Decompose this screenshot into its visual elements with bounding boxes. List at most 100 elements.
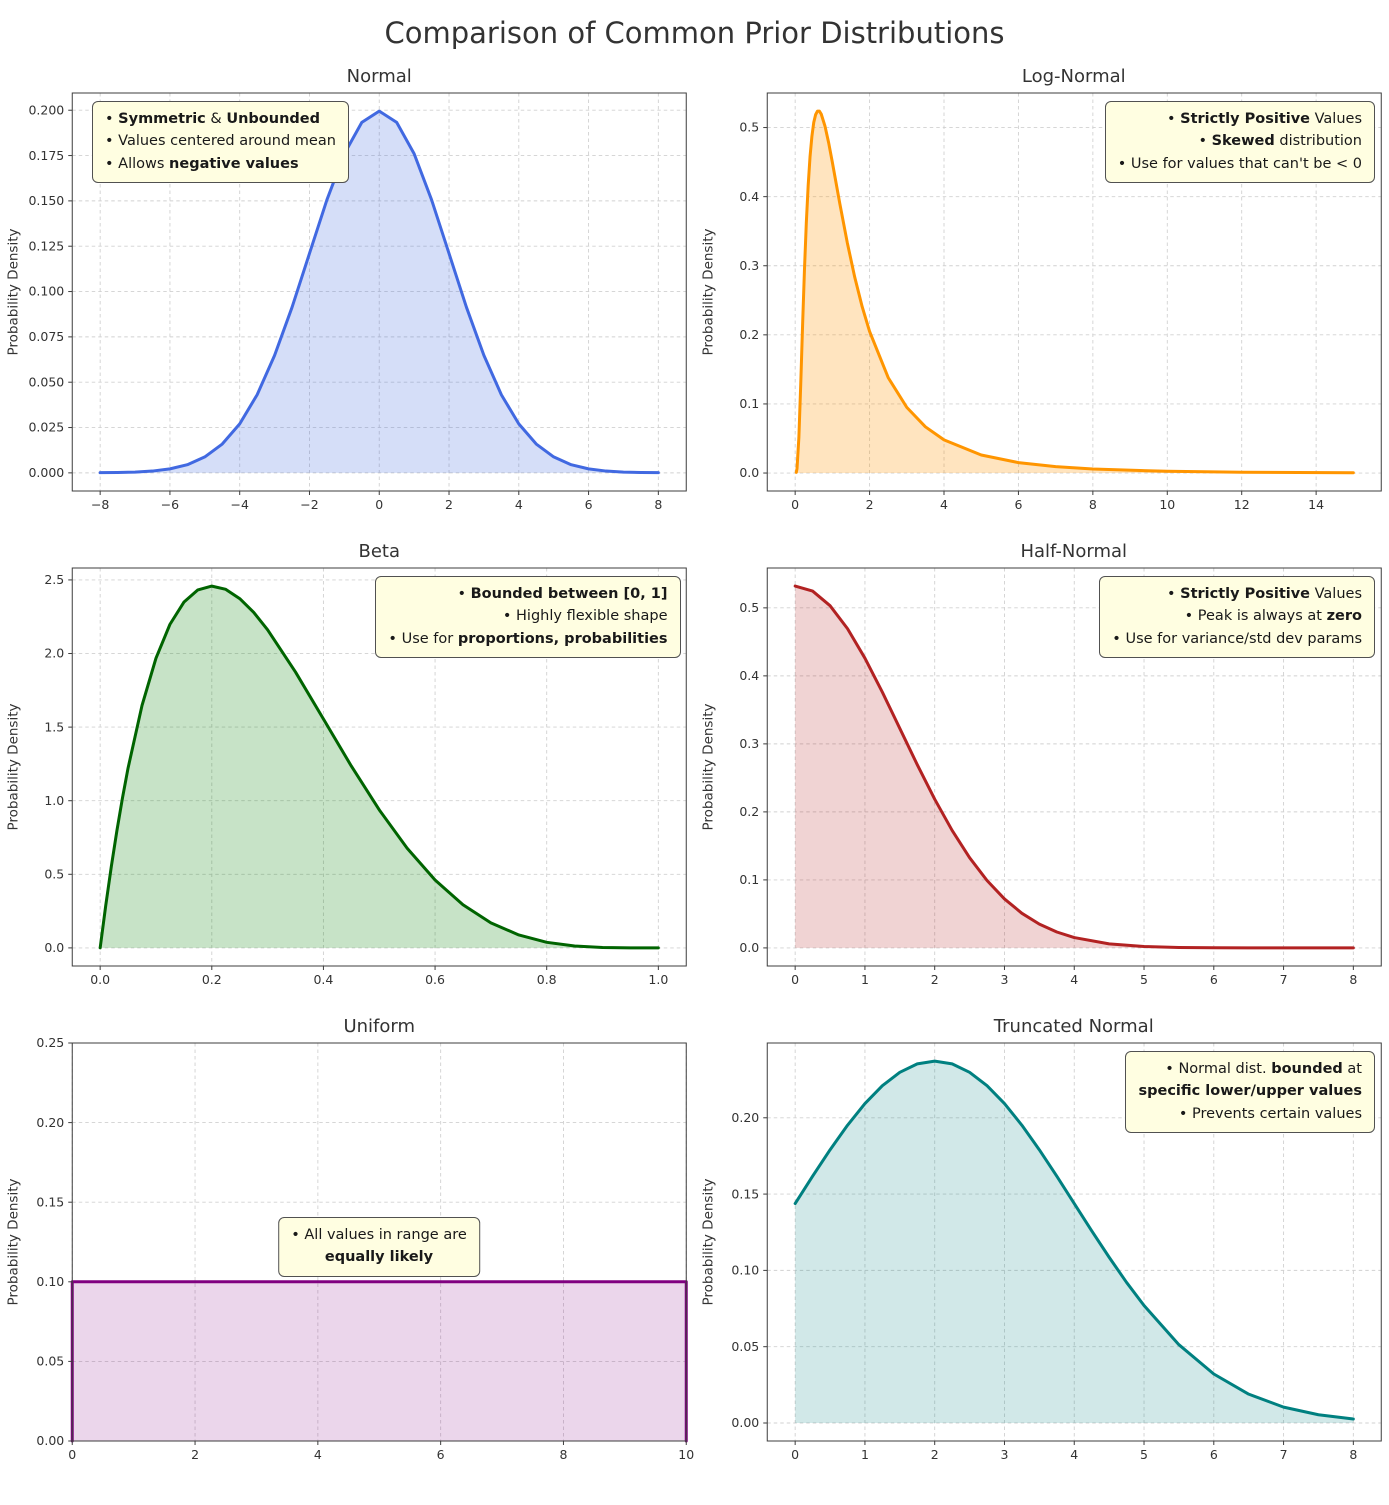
- svg-text:5: 5: [1140, 972, 1148, 987]
- normal-plot-canvas: −8 −6 −4 −2 0 2 4 6 8 0.000 0.025 0.050 0.075 0.100 0.…: [5, 92, 687, 512]
- svg-text:1.0: 1.0: [44, 793, 64, 808]
- svg-text:0.125: 0.125: [28, 238, 64, 253]
- y-axis-label: Probability Density: [5, 704, 21, 831]
- svg-text:2: 2: [445, 497, 453, 512]
- svg-text:6: 6: [1209, 972, 1217, 987]
- svg-text:0.05: 0.05: [36, 1354, 64, 1369]
- chart-title-normal: Normal: [346, 66, 412, 87]
- panel-truncnormal: Truncated Normal 0 1 2 3 4 5 6 7 8 0.00 0.05 0.10 0.…: [695, 1010, 1389, 1477]
- tick-labels: 0 2 4 6 8 10 0.00 0.05 0.10 0.15 0.20 0.25: [36, 1037, 694, 1462]
- chart-title-uniform: Uniform: [343, 1016, 416, 1037]
- svg-text:2: 2: [191, 1447, 199, 1462]
- svg-text:0.8: 0.8: [537, 972, 557, 987]
- svg-text:8: 8: [1349, 1447, 1357, 1462]
- svg-text:0.20: 0.20: [36, 1115, 64, 1130]
- svg-text:10: 10: [678, 1447, 694, 1462]
- plot-uniform: 0 2 4 6 8 10 0.00 0.05 0.10 0.15 0.20 0.25 Probabili…: [0, 1037, 695, 1477]
- svg-text:2.5: 2.5: [44, 572, 64, 587]
- svg-text:4: 4: [314, 1447, 322, 1462]
- svg-text:0.150: 0.150: [28, 193, 64, 208]
- svg-text:2: 2: [930, 972, 938, 987]
- svg-text:0.4: 0.4: [739, 668, 759, 683]
- y-axis-label: Probability Density: [700, 1179, 716, 1306]
- svg-text:−6: −6: [161, 497, 179, 512]
- svg-text:5: 5: [1140, 1447, 1148, 1462]
- svg-text:2: 2: [865, 497, 873, 512]
- annotation-line: • Use for values that can't be < 0: [1117, 155, 1362, 172]
- tick-marks: [68, 1042, 687, 1445]
- plot-beta: 0.0 0.2 0.4 0.6 0.8 1.0 0.0 0.5 1.0 1.5 2.0 2.5 Prob…: [0, 562, 695, 1002]
- svg-text:0: 0: [68, 1447, 76, 1462]
- svg-text:0.20: 0.20: [731, 1110, 759, 1125]
- svg-text:0.3: 0.3: [739, 258, 759, 273]
- svg-text:7: 7: [1279, 1447, 1287, 1462]
- svg-text:0.00: 0.00: [36, 1433, 64, 1448]
- svg-text:10: 10: [1159, 497, 1175, 512]
- svg-text:8: 8: [1088, 497, 1096, 512]
- svg-text:6: 6: [585, 497, 593, 512]
- uniform-annotation-box: • All values in range are equally likely: [278, 1217, 480, 1277]
- lognormal-annotation-box: • Strictly Positive Values • Skewed distr…: [1104, 101, 1375, 184]
- svg-text:4: 4: [940, 497, 948, 512]
- svg-text:0.2: 0.2: [739, 327, 759, 342]
- uniform-plot-canvas: 0 2 4 6 8 10 0.00 0.05 0.10 0.15 0.20 0.25 Probabili…: [5, 1037, 694, 1462]
- figure-page: Comparison of Common Prior Distributions…: [0, 16, 1389, 1477]
- svg-text:0.100: 0.100: [28, 284, 64, 299]
- annotation-line: • All values in range are: [291, 1227, 467, 1243]
- plot-spines: [766, 92, 1382, 492]
- svg-text:3: 3: [1000, 1447, 1008, 1462]
- normal-annotation-box: • Symmetric & Unbounded • Values centered…: [92, 101, 349, 184]
- panel-lognormal: Log-Normal 0 2 4 6 8 10 12 14 0.0 0.1 0.2 0.3 0.4 0.5…: [695, 60, 1389, 527]
- beta-density-fill: [100, 586, 659, 948]
- svg-text:0.15: 0.15: [731, 1186, 759, 1201]
- svg-text:2: 2: [930, 1447, 938, 1462]
- annotation-line: • Values centered around mean: [105, 133, 336, 150]
- uniform-density-fill: [72, 1281, 687, 1441]
- plot-spines: [71, 1042, 687, 1442]
- truncnormal-annotation-box: • Normal dist. bounded at specific lower/…: [1125, 1051, 1375, 1134]
- svg-text:0.05: 0.05: [731, 1339, 759, 1354]
- plot-normal: −8 −6 −4 −2 0 2 4 6 8 0.000 0.025 0.050 0.075 0.100 0.…: [0, 87, 695, 527]
- tick-labels: 0 1 2 3 4 5 6 7 8 0.00 0.05 0.10 0.15 0.20: [731, 1110, 1357, 1462]
- svg-text:4: 4: [1070, 972, 1078, 987]
- lognormal-density-fill: [795, 111, 1353, 474]
- svg-text:0.5: 0.5: [739, 600, 759, 615]
- annotation-line: • Symmetric & Unbounded: [105, 111, 320, 127]
- svg-text:14: 14: [1308, 497, 1324, 512]
- panel-uniform: Uniform 0 2 4 6 8 10 0.00 0.05 0.10 0.15 0.20 0.25 P…: [0, 1010, 695, 1477]
- tick-labels: −8 −6 −4 −2 0 2 4 6 8 0.000 0.025 0.050 0.075 0.100 0.…: [28, 102, 662, 512]
- panel-halfnormal: Half-Normal 0 1 2 3 4 5 6 7 8 0.0 0.1 0.2 0.3 0.4 0.5 P…: [695, 535, 1389, 1002]
- svg-text:4: 4: [1070, 1447, 1078, 1462]
- panel-beta: Beta 0.0 0.2 0.4 0.6 0.8 1.0 0.0 0.5 1.0 1.5 2.0 2.…: [0, 535, 695, 1002]
- annotation-line: • Highly flexible shape: [502, 608, 668, 625]
- plot-lognormal: 0 2 4 6 8 10 12 14 0.0 0.1 0.2 0.3 0.4 0.5 Probability…: [695, 87, 1389, 527]
- svg-text:8: 8: [654, 497, 662, 512]
- annotation-line: equally likely: [324, 1249, 434, 1266]
- lognormal-plot-canvas: 0 2 4 6 8 10 12 14 0.0 0.1 0.2 0.3 0.4 0.5 Probability…: [700, 92, 1382, 512]
- svg-text:0.0: 0.0: [739, 465, 759, 480]
- svg-text:0.1: 0.1: [739, 396, 759, 411]
- tick-marks: [762, 127, 1317, 495]
- chart-title-truncnormal: Truncated Normal: [993, 1016, 1154, 1037]
- svg-text:6: 6: [1209, 1447, 1217, 1462]
- svg-text:0.0: 0.0: [90, 972, 110, 987]
- annotation-line: • Skewed distribution: [1198, 133, 1362, 150]
- halfnormal-plot-canvas: 0 1 2 3 4 5 6 7 8 0.0 0.1 0.2 0.3 0.4 0.5 Probability D…: [700, 567, 1382, 987]
- svg-text:0.5: 0.5: [739, 120, 759, 135]
- svg-text:0.5: 0.5: [44, 867, 64, 882]
- y-axis-label: Probability Density: [700, 229, 716, 356]
- halfnormal-density-curve: [793, 584, 1355, 950]
- svg-text:0.00: 0.00: [731, 1415, 759, 1430]
- lognormal-density-curve: [794, 109, 1355, 475]
- svg-text:1.0: 1.0: [648, 972, 668, 987]
- tick-labels: 0 2 4 6 8 10 12 14 0.0 0.1 0.2 0.3 0.4 0.5: [739, 120, 1324, 512]
- tick-marks: [762, 1117, 1354, 1445]
- svg-text:−4: −4: [230, 497, 248, 512]
- tick-marks: [68, 109, 659, 495]
- annotation-line: • Bounded between [0, 1]: [457, 586, 668, 602]
- svg-text:0.10: 0.10: [731, 1263, 759, 1278]
- svg-text:0.0: 0.0: [44, 940, 64, 955]
- chart-title-halfnormal: Half-Normal: [1020, 541, 1128, 562]
- annotation-line: • Allows negative values: [105, 155, 299, 172]
- beta-density-curve: [98, 584, 660, 950]
